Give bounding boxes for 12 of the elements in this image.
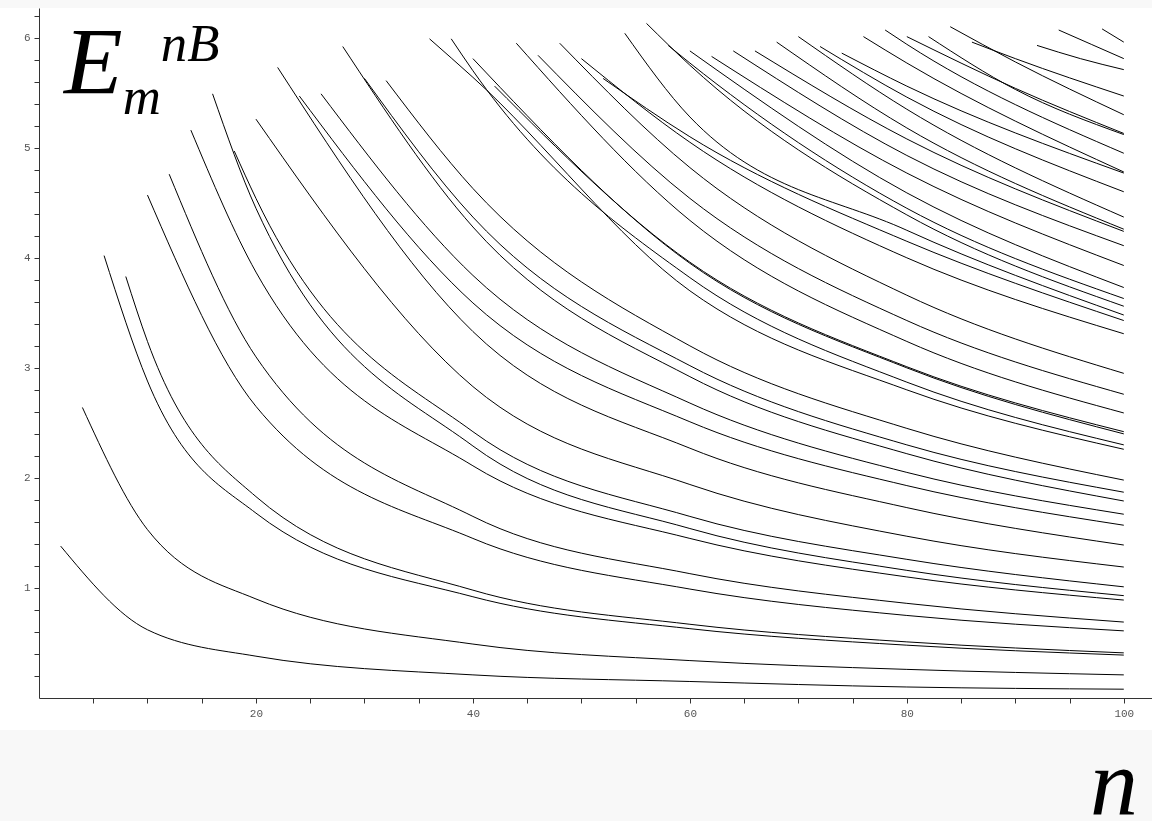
y-tick-label: 3 <box>23 362 31 375</box>
x-tick-label: 60 <box>683 707 697 720</box>
y-tick-label: 6 <box>23 32 31 45</box>
x-tick-label: 80 <box>900 707 914 720</box>
x-tick-label: 100 <box>1114 707 1135 720</box>
y-tick-label: 2 <box>23 472 31 485</box>
y-tick-label: 4 <box>23 252 31 265</box>
y-tick-label: 1 <box>23 582 31 595</box>
x-tick-label: 20 <box>249 707 264 720</box>
x-tick-label: 40 <box>466 707 481 720</box>
y-tick-label: 5 <box>23 142 31 155</box>
x-axis-title: n <box>1090 729 1138 821</box>
